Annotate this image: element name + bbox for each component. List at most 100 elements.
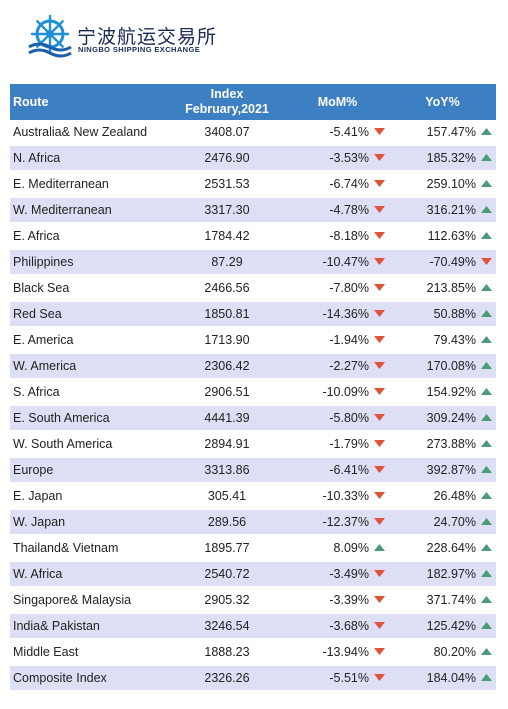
index-value-cell: 1888.23 [172,640,286,666]
arrow-up-icon [481,388,492,396]
table-row: Thailand& Vietnam 1895.77 8.09% 228.64% [10,536,496,562]
arrow-down-icon [374,362,385,370]
mom-value: -12.37% [322,515,369,529]
index-value-cell: 3246.54 [172,614,286,640]
arrow-down-icon [374,492,385,500]
table-row: Philippines 87.29 -10.47% -70.49% [10,250,496,276]
yoy-cell: 170.08% [389,354,496,380]
yoy-cell: 309.24% [389,406,496,432]
mom-cell: -5.51% [286,666,389,692]
route-cell: S. Africa [10,380,172,406]
yoy-value: 50.88% [433,307,476,321]
yoy-value: 273.88% [426,437,476,451]
mom-cell: 8.09% [286,536,389,562]
yoy-cell: 112.63% [389,224,496,250]
mom-value: -3.53% [329,151,369,165]
arrow-up-icon [481,180,492,188]
yoy-value: 371.74% [426,593,476,607]
yoy-cell: 213.85% [389,276,496,302]
yoy-value: 157.47% [426,125,476,139]
table-row: Red Sea 1850.81 -14.36% 50.88% [10,302,496,328]
mom-value: -3.39% [329,593,369,607]
index-value-cell: 2306.42 [172,354,286,380]
mom-value: -13.94% [322,645,369,659]
arrow-down-icon [374,466,385,474]
arrow-up-icon [481,336,492,344]
index-value-cell: 1850.81 [172,302,286,328]
yoy-cell: 184.04% [389,666,496,692]
table-row: S. Africa 2906.51 -10.09% 154.92% [10,380,496,406]
yoy-cell: 392.87% [389,458,496,484]
yoy-value: 26.48% [433,489,476,503]
yoy-value: 184.04% [426,671,476,685]
route-cell: Red Sea [10,302,172,328]
yoy-value: 79.43% [433,333,476,347]
yoy-cell: 157.47% [389,120,496,146]
route-cell: W. Mediterranean [10,198,172,224]
arrow-up-icon [481,544,492,552]
index-value-cell: 2466.56 [172,276,286,302]
mom-value: -6.74% [329,177,369,191]
yoy-value: 80.20% [433,645,476,659]
route-cell: E. Africa [10,224,172,250]
arrow-down-icon [374,570,385,578]
mom-value: -14.36% [322,307,369,321]
arrow-down-icon [374,622,385,630]
mom-value: -5.80% [329,411,369,425]
route-column-header: Route [10,84,172,120]
logo-name-english: NINGBO SHIPPING EXCHANGE [78,45,201,54]
table-row: W. America 2306.42 -2.27% 170.08% [10,354,496,380]
arrow-down-icon [374,596,385,604]
table-row: N. Africa 2476.90 -3.53% 185.32% [10,146,496,172]
table-row: W. Japan 289.56 -12.37% 24.70% [10,510,496,536]
mom-cell: -2.27% [286,354,389,380]
mom-cell: -10.33% [286,484,389,510]
yoy-cell: 154.92% [389,380,496,406]
arrow-up-icon [481,492,492,500]
mom-value: -8.18% [329,229,369,243]
route-cell: W. Japan [10,510,172,536]
mom-value: -5.51% [329,671,369,685]
route-cell: Australia& New Zealand [10,120,172,146]
index-column-header: Index February,2021 [172,84,286,120]
mom-value: -6.41% [329,463,369,477]
table-header-row: Route Index February,2021 MoM% YoY% [10,84,496,120]
route-cell: Composite Index [10,666,172,692]
index-value-cell: 2326.26 [172,666,286,692]
arrow-up-icon [481,440,492,448]
arrow-up-icon [481,674,492,682]
route-cell: E. Mediterranean [10,172,172,198]
yoy-value: 309.24% [426,411,476,425]
yoy-cell: 228.64% [389,536,496,562]
mom-value: -3.49% [329,567,369,581]
mom-cell: -10.47% [286,250,389,276]
yoy-cell: 371.74% [389,588,496,614]
mom-column-header: MoM% [286,84,389,120]
arrow-up-icon [481,206,492,214]
mom-cell: -6.41% [286,458,389,484]
arrow-up-icon [481,362,492,370]
route-cell: Black Sea [10,276,172,302]
mom-value: -10.47% [322,255,369,269]
yoy-cell: 182.97% [389,562,496,588]
route-cell: E. Japan [10,484,172,510]
route-cell: Middle East [10,640,172,666]
index-value-cell: 305.41 [172,484,286,510]
arrow-down-icon [374,440,385,448]
arrow-down-icon [374,206,385,214]
yoy-cell: 316.21% [389,198,496,224]
mom-cell: -4.78% [286,198,389,224]
yoy-cell: -70.49% [389,250,496,276]
table-row: Europe 3313.86 -6.41% 392.87% [10,458,496,484]
arrow-up-icon [481,518,492,526]
yoy-value: -70.49% [429,255,476,269]
table-row: E. Japan 305.41 -10.33% 26.48% [10,484,496,510]
yoy-cell: 125.42% [389,614,496,640]
route-cell: N. Africa [10,146,172,172]
mom-cell: -6.74% [286,172,389,198]
index-value-cell: 3408.07 [172,120,286,146]
mom-cell: -3.49% [286,562,389,588]
mom-cell: -8.18% [286,224,389,250]
index-value-cell: 1784.42 [172,224,286,250]
index-value-cell: 87.29 [172,250,286,276]
